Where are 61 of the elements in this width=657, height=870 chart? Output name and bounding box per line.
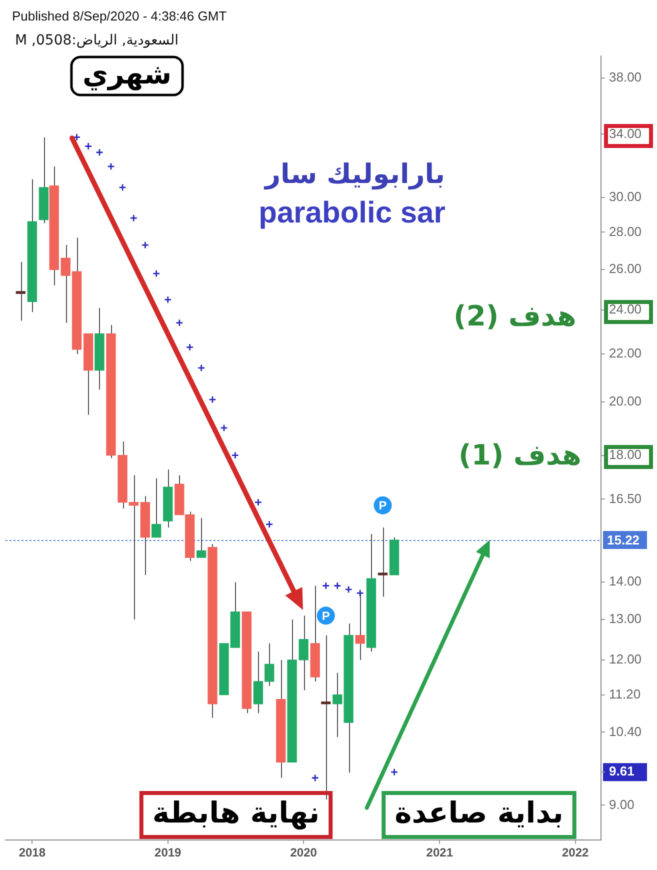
y-tick-label: 38.00 [609,70,642,85]
annotation: شهري [82,57,172,90]
annotation: P [322,608,330,623]
candlestick [378,527,388,598]
point [390,768,398,776]
y-tick-label: 14.00 [609,574,642,589]
candlestick [321,634,331,800]
y-tick-label: 28.00 [609,224,642,239]
candlestick [16,261,26,322]
y-tick-label: 12.00 [609,652,642,667]
point [164,296,172,304]
point [254,498,262,506]
point [334,582,342,590]
text: Published 8/Sep/2020 - 4:38:46 GMT [12,8,227,24]
annotation: بارابوليك سار [262,159,446,190]
annotation: بداية صاعدة [394,796,564,830]
y-tick-label: 9.61 [609,764,634,779]
y-tick-label: 13.00 [609,611,642,626]
point [220,424,228,432]
ref-line-label: 15.22 [607,532,640,548]
chart-title: السعودية, الرياض:0508, M [15,32,178,49]
x-tick-label: 2018 [18,846,46,860]
point [344,586,352,594]
point [141,241,150,249]
candlestick [196,517,206,558]
x-tick-label: 2021 [426,846,454,860]
x-tick-label: 2022 [562,846,590,860]
y-tick-label: 22.00 [609,346,642,361]
y-tick-label: 34.00 [609,126,642,141]
point [208,396,216,404]
annotation: هدف (2) [454,299,576,332]
y-tick-label: 10.40 [609,724,642,739]
point [311,774,319,782]
point [96,148,104,156]
annotation: P [378,498,387,513]
annotation: هدف (1) [458,438,582,472]
point [197,364,206,372]
x-tick-label: 2019 [154,846,182,860]
point [186,343,194,352]
point [322,582,330,590]
point [107,162,115,170]
point [130,214,138,222]
point [84,142,92,150]
point [175,318,184,327]
y-tick-label: 26.00 [609,261,642,276]
annotation: parabolic sar [258,196,446,230]
y-tick-label: 20.00 [609,394,642,409]
y-tick-label: 9.00 [609,796,634,812]
point [265,520,274,528]
annotation: نهاية هابطة [152,796,320,831]
point [356,589,364,597]
y-tick-label: 18.00 [609,446,642,462]
y-tick-label: 24.00 [609,302,642,317]
candlestick [152,478,162,538]
point [231,451,240,460]
point [152,270,160,278]
y-tick-label: 30.00 [609,188,642,204]
y-tick-label: 16.50 [609,490,642,506]
point [118,184,126,192]
x-tick-label: 2020 [290,846,318,860]
y-tick-label: 11.20 [609,686,641,702]
